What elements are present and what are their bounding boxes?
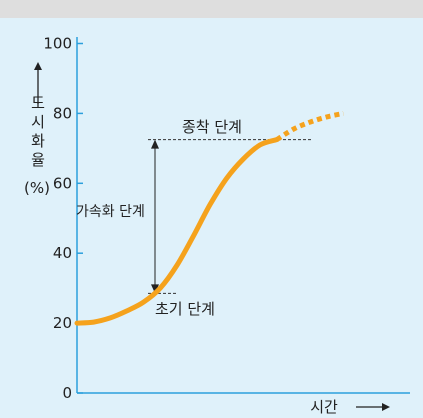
series-line-solid [74, 137, 280, 326]
y-tick-label: 0 [62, 384, 72, 402]
acceleration-arrowhead-up [151, 139, 159, 149]
chart-background [0, 18, 423, 418]
y-tick-label: 60 [53, 174, 72, 192]
acceleration-arrowhead-down [151, 284, 159, 294]
y-axis-unit: (%) [24, 179, 50, 197]
x-axis-label: 시간 [310, 398, 338, 416]
annotation-early-stage: 초기 단계 [155, 300, 215, 318]
y-tick-label: 40 [53, 244, 72, 262]
x-axis-title: 시간 [310, 398, 390, 416]
series-line-dotted [275, 110, 344, 142]
x-axis-arrowhead [382, 403, 390, 411]
annotation-final-stage: 종착 단계 [182, 118, 242, 136]
y-tick-label: 100 [43, 35, 72, 53]
y-axis-arrowhead [34, 62, 42, 70]
top-band [0, 0, 423, 18]
y-tick-label: 80 [53, 104, 72, 122]
annotation-acceleration-stage: 가속화 단계 [76, 204, 145, 220]
y-tick-label: 20 [53, 314, 72, 332]
y-axis-ticks: 0 20 40 60 80 100 [43, 35, 83, 402]
